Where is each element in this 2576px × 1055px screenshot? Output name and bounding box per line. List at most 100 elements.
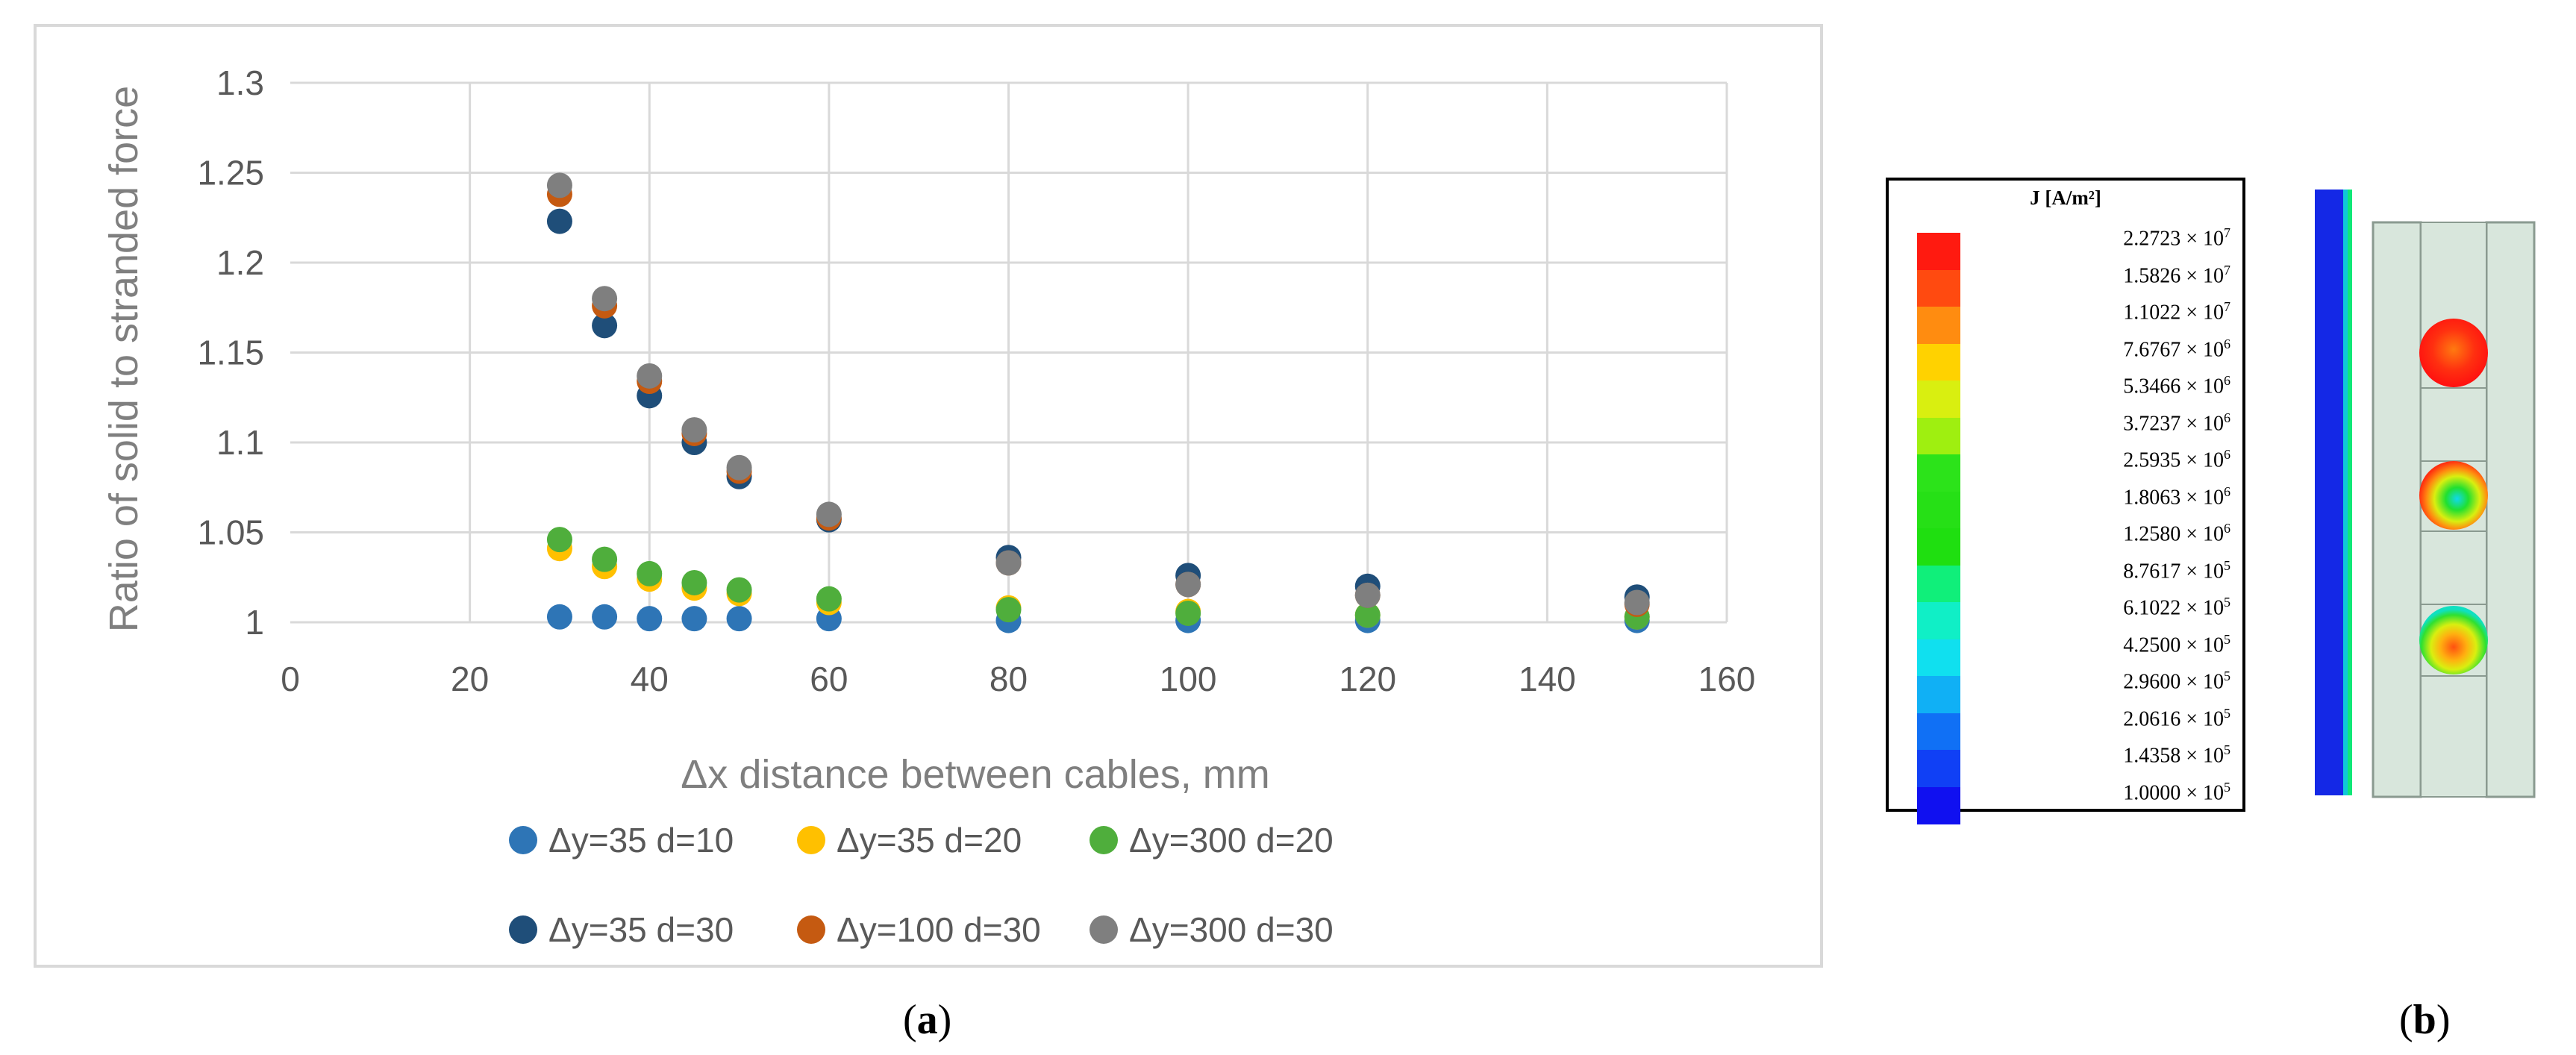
x-tick-label: 120: [1339, 660, 1396, 698]
x-tick-label: 20: [451, 660, 489, 698]
x-tick-label: 40: [631, 660, 669, 698]
legend-label: Δy=35 d=20: [837, 821, 1022, 860]
data-point: [546, 527, 572, 553]
colorbar-swatch: [1917, 528, 1960, 566]
colorbar-label: 1.2580 × 106: [2123, 521, 2230, 546]
data-points: [546, 172, 1650, 633]
colorbar-label: 1.0000 × 105: [2123, 779, 2230, 804]
legend-marker: [1090, 915, 1118, 944]
colorbar-swatch: [1917, 381, 1960, 419]
x-tick-label: 160: [1698, 660, 1756, 698]
x-tick-label: 0: [281, 660, 300, 698]
grid-lines: [290, 81, 1728, 624]
colorbar-label: 1.4358 × 105: [2123, 742, 2230, 768]
y-tick-label: 1.1: [216, 423, 264, 462]
legend-entry: Δy=35 d=30: [509, 910, 734, 949]
x-tick-label: 60: [810, 660, 848, 698]
data-point: [1624, 589, 1650, 616]
data-point: [1354, 602, 1381, 628]
y-tick-label: 1.25: [197, 154, 264, 192]
data-point: [1354, 582, 1381, 608]
colorbar-swatch: [1917, 417, 1960, 455]
data-point: [681, 417, 707, 443]
legend-label: Δy=35 d=30: [548, 910, 734, 949]
chart-frame: 0 20 40 60 80 100 120 140 160 1 1.05 1.1 1.15 1.2 1.25…: [34, 24, 1823, 968]
cable-bottom: [2419, 606, 2488, 674]
tick-labels: 0 20 40 60 80 100 120 140 160 1 1.05 1.1 1.15 1.2 1.25…: [197, 63, 1755, 698]
colorbar-swatch: [1917, 602, 1960, 640]
legend-marker: [797, 915, 825, 944]
legend-label: Δy=300 d=30: [1129, 910, 1334, 949]
data-point: [995, 597, 1022, 623]
x-tick-label: 100: [1160, 660, 1217, 698]
colorbar-label: 2.0616 × 105: [2123, 705, 2230, 730]
colorbar-label: 4.2500 × 105: [2123, 631, 2230, 657]
colorbar-label: 1.5826 × 107: [2123, 262, 2230, 287]
cable-top: [2419, 319, 2488, 387]
series-legend: Δy=35 d=10 Δy=35 d=20 Δy=300 d=20 Δy=35 d=3…: [509, 821, 1334, 949]
panel-label-b: (b): [2399, 997, 2451, 1043]
data-point: [816, 586, 842, 612]
y-tick-label: 1.05: [197, 513, 264, 552]
legend-label: Δy=100 d=30: [837, 910, 1041, 949]
data-point: [637, 606, 663, 632]
legend-marker: [797, 826, 825, 854]
data-point: [546, 208, 572, 234]
simulation-field-image: [2315, 190, 2536, 798]
colorbar-swatch: [1917, 269, 1960, 307]
y-tick-label: 1.3: [216, 63, 264, 102]
y-tick-label: 1.15: [197, 334, 264, 372]
colorbar-label: 2.2723 × 107: [2123, 225, 2230, 251]
data-point: [726, 454, 752, 480]
data-point: [681, 606, 707, 632]
legend-entry: Δy=35 d=10: [509, 821, 734, 860]
legend-label: Δy=300 d=20: [1129, 821, 1334, 860]
x-tick-label: 80: [990, 660, 1028, 698]
colorbar-label: 6.1022 × 105: [2123, 595, 2230, 620]
data-point: [592, 546, 618, 572]
cable-middle: [2419, 461, 2488, 530]
colorbar-swatch: [1917, 491, 1960, 529]
data-point: [592, 604, 618, 630]
colorbar-label: 2.9600 × 105: [2123, 669, 2230, 694]
y-axis-label: Ratio of solid to stranded force: [101, 86, 146, 632]
colorbar-label: 8.7617 × 105: [2123, 557, 2230, 583]
legend-entry: Δy=300 d=20: [1090, 821, 1334, 860]
legend-marker: [509, 915, 537, 944]
colorbar-label: 1.8063 × 106: [2123, 483, 2230, 509]
colorbar-title: J [A/m²]: [2030, 187, 2101, 209]
y-tick-label: 1.2: [216, 243, 264, 282]
scatter-chart: 0 20 40 60 80 100 120 140 160 1 1.05 1.1 1.15 1.2 1.25…: [101, 63, 1755, 949]
current-density-colorbar: J [A/m²] 2.2723 × 107 1.5826 × 107 1.1022 …: [1886, 178, 2245, 824]
data-point: [1175, 600, 1201, 626]
colorbar-label: 5.3466 × 106: [2123, 373, 2230, 398]
colorbar-label: 2.5935 × 106: [2123, 447, 2230, 472]
colorbar-swatch: [1917, 786, 1960, 824]
x-tick-label: 140: [1519, 660, 1576, 698]
legend-label: Δy=35 d=10: [548, 821, 734, 860]
data-point: [995, 550, 1022, 576]
colorbar-label: 3.7237 × 106: [2123, 410, 2230, 435]
colorbar-swatch: [1917, 307, 1960, 345]
data-point: [546, 172, 572, 198]
data-point: [546, 604, 572, 630]
colorbar-swatch: [1917, 454, 1960, 492]
data-point: [726, 606, 752, 632]
legend-entry: Δy=100 d=30: [797, 910, 1041, 949]
colorbar-swatch: [1917, 565, 1960, 603]
data-point: [681, 569, 707, 595]
legend-marker: [509, 826, 537, 854]
legend-entry: Δy=300 d=30: [1090, 910, 1334, 949]
colorbar-swatch: [1917, 639, 1960, 677]
legend-entry: Δy=35 d=20: [797, 821, 1022, 860]
legend-marker: [1090, 826, 1118, 854]
colorbar-swatch: [1917, 343, 1960, 381]
data-point: [816, 501, 842, 528]
data-point: [592, 313, 618, 339]
data-point: [637, 560, 663, 586]
x-axis-label: Δx distance between cables, mm: [681, 752, 1269, 797]
colorbar-swatch: [1917, 750, 1960, 788]
data-point: [1175, 572, 1201, 598]
colorbar-swatch: [1917, 676, 1960, 714]
panel-label-a: (a): [903, 997, 952, 1043]
